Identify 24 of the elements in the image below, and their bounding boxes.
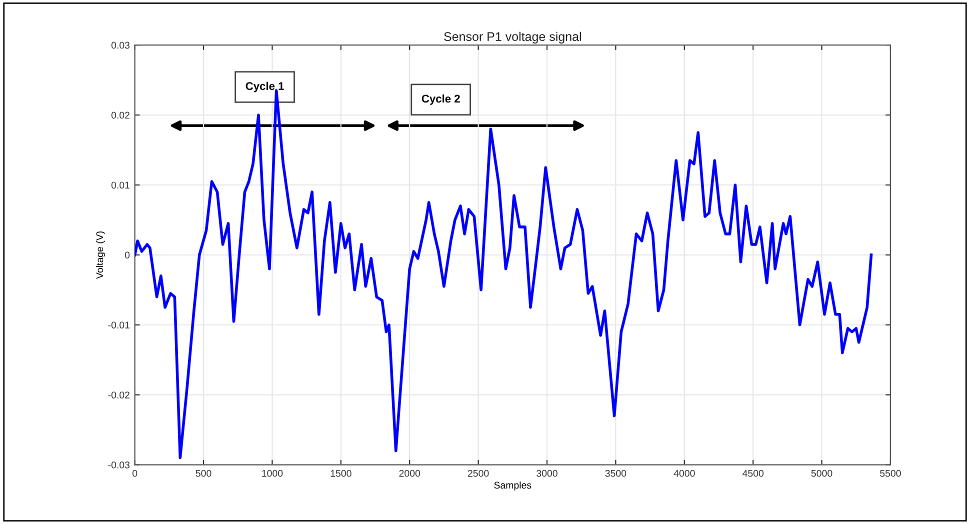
x-tick-label: 2000 bbox=[399, 470, 420, 477]
y-tick-label: -0.02 bbox=[108, 392, 130, 398]
x-tick-label: 0 bbox=[132, 470, 138, 477]
y-tick-label: 0 bbox=[124, 252, 130, 259]
x-tick-label: 4000 bbox=[674, 470, 695, 477]
y-tick-label: -0.03 bbox=[108, 462, 130, 468]
x-tick-label: 3000 bbox=[536, 470, 558, 477]
y-tick-label: 0.03 bbox=[111, 42, 130, 49]
annotation: Cycle 2 bbox=[422, 94, 460, 105]
x-tick-label: 1000 bbox=[262, 470, 283, 477]
y-tick-label: 0.02 bbox=[111, 112, 130, 119]
x-axis-title: Samples bbox=[494, 481, 532, 491]
x-tick-label: 3500 bbox=[605, 470, 626, 477]
annotation: Cycle 1 bbox=[246, 82, 284, 92]
y-tick-label: -0.01 bbox=[108, 322, 130, 328]
x-tick-label: 4500 bbox=[742, 470, 764, 477]
x-tick-label: 5000 bbox=[811, 470, 832, 477]
x-tick-label: 1500 bbox=[330, 470, 352, 477]
y-axis-title: Voltage (V) bbox=[96, 231, 106, 279]
x-tick-label: 2500 bbox=[468, 470, 489, 477]
x-tick-label: 500 bbox=[196, 470, 212, 477]
chart-title: Sensor P1 voltage signal bbox=[444, 32, 581, 44]
y-tick-label: 0.01 bbox=[111, 182, 130, 189]
x-tick-label: 5500 bbox=[880, 470, 901, 477]
